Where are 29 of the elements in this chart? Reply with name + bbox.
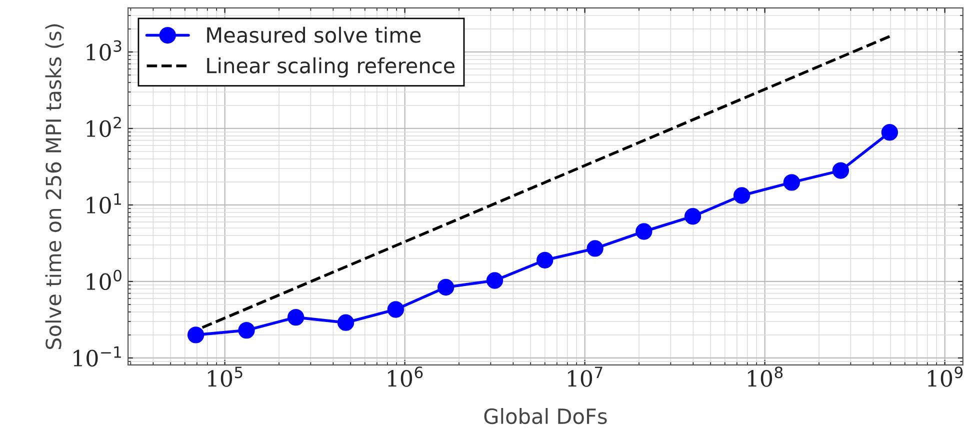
point: [486, 272, 504, 289]
y-tick-label: 10$^{1}$: [86, 193, 122, 214]
point: [783, 174, 800, 191]
legend-label: Linear scaling reference: [207, 57, 455, 78]
y-tick-label: 10$^{3}$: [86, 40, 122, 61]
point: [187, 326, 204, 344]
point: [337, 314, 354, 331]
point: [387, 301, 404, 318]
point: [636, 223, 652, 240]
x-tick-label: 10$^{8}$: [748, 366, 783, 387]
x-tick-label: 10$^{9}$: [928, 366, 963, 387]
y-tick-label: 10$^{−1}$: [74, 346, 121, 367]
y-tick-label: 10$^{2}$: [86, 116, 121, 138]
point: [536, 252, 554, 268]
point: [238, 322, 255, 339]
point: [733, 187, 750, 204]
x-tick-label: 10$^{5}$: [208, 366, 242, 387]
point: [287, 308, 304, 326]
y-axis-title: Solve time on 256 MPI tasks (s): [45, 24, 64, 350]
point: [438, 278, 454, 296]
point: [684, 208, 702, 225]
y-tick-label: 10$^{0}$: [86, 270, 122, 290]
point: [881, 124, 898, 141]
legend-label: Measured solve time: [207, 26, 421, 43]
x-tick-label: 10$^{6}$: [388, 366, 423, 387]
x-axis-title: Global DoFs: [484, 408, 607, 424]
x-tick-label: 10$^{7}$: [568, 366, 602, 387]
point: [832, 162, 850, 179]
point: [586, 240, 604, 257]
